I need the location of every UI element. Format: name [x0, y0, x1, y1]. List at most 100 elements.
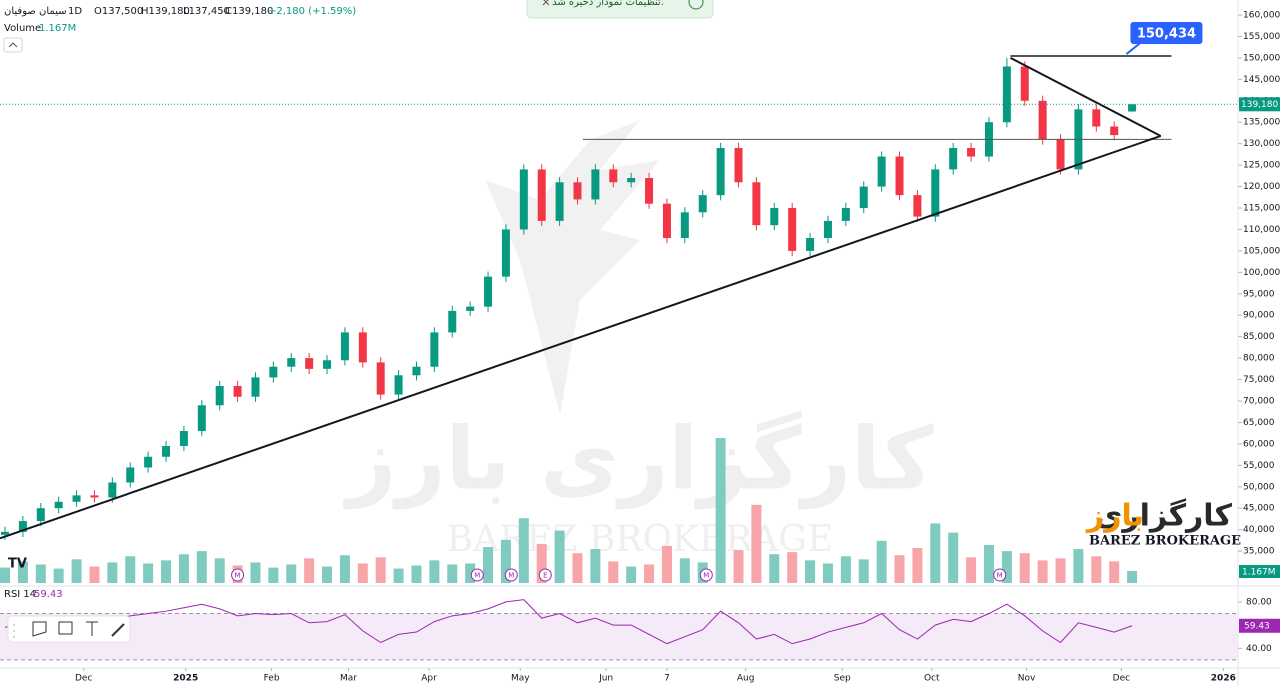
tv-logo: TV [8, 557, 27, 572]
logo-main: کارگزاری [1095, 498, 1233, 534]
y-tick-label: 145,000 [1243, 75, 1280, 85]
volume-bar [679, 558, 690, 583]
candle-body [662, 203, 671, 239]
ohlc-close: C139,180 [225, 6, 273, 17]
candle-body [1056, 139, 1065, 170]
tool-text[interactable] [86, 621, 98, 636]
volume-bar [840, 556, 851, 583]
y-tick-label: 55,000 [1243, 461, 1275, 471]
x-tick-label: Apr [421, 674, 437, 684]
event-label: M [997, 572, 1003, 580]
toast-close[interactable] [542, 0, 550, 6]
event-marker [504, 568, 518, 582]
candle-body [788, 208, 797, 251]
event-label: M [235, 572, 241, 580]
candle-body [573, 182, 582, 200]
x-tick-label: 2025 [173, 674, 198, 684]
y-tick-label: 100,000 [1243, 268, 1280, 278]
volume-bar [822, 563, 833, 583]
x-tick-label: Dec [75, 674, 92, 684]
volume-bar [1019, 553, 1030, 583]
tool-brush[interactable] [111, 623, 125, 637]
tool-callout[interactable] [32, 621, 47, 637]
y-tick-label: 85,000 [1243, 332, 1275, 342]
volume-bar [0, 567, 11, 583]
candle-body [90, 495, 99, 498]
candle-body [1128, 104, 1137, 112]
candle-body [179, 431, 188, 447]
trend-line [0, 135, 1162, 540]
volume-bar [787, 552, 798, 583]
volume-bar [465, 563, 476, 583]
y-tick-label: 115,000 [1243, 204, 1280, 214]
y-tick-label: 40,000 [1243, 525, 1275, 535]
volume-title: Volume [4, 23, 41, 34]
level-callout [1130, 22, 1203, 45]
collapse-button[interactable] [3, 37, 23, 53]
volume-bar [769, 554, 780, 583]
candle-body [269, 366, 278, 378]
candle-body [1038, 100, 1047, 140]
candle-body [466, 306, 475, 311]
x-tick-label: 7 [664, 674, 670, 684]
candle-body [394, 375, 403, 395]
tool-rectangle[interactable] [58, 621, 73, 635]
event-label: M [474, 572, 480, 580]
candle-body [609, 169, 618, 183]
volume-bar [894, 555, 905, 583]
x-tick-label: Feb [264, 674, 280, 684]
volume-bar [930, 523, 941, 583]
volume-bar [125, 556, 136, 583]
x-tick-label: Jun [598, 674, 613, 684]
toast-icon [688, 0, 704, 10]
volume-bar [644, 564, 655, 583]
last-price-tag [1239, 97, 1280, 112]
candle-body [412, 366, 421, 376]
volume-bar [411, 565, 422, 583]
event-marker [538, 568, 552, 582]
volume-bar [483, 547, 494, 583]
x-tick-label: Sep [834, 674, 851, 684]
interval: 1D [68, 6, 82, 17]
y-tick-label: 75,000 [1243, 375, 1275, 385]
y-tick-label: 70,000 [1243, 397, 1275, 407]
volume-value: 1.167M [39, 23, 76, 34]
x-tick-label: Nov [1018, 674, 1036, 684]
rsi-tag-label: 59.43 [1244, 621, 1270, 631]
event-marker [993, 568, 1007, 582]
candle-body [841, 208, 850, 221]
toast[interactable]: تنظیمات نمودار ذخیره شد. [526, 0, 714, 19]
watermark-latin: BAREZ BROKERAGE [447, 519, 834, 560]
tv-mark: TV [8, 557, 27, 572]
candle-body [448, 310, 457, 333]
volume-bar [53, 568, 64, 583]
volume-bar [393, 568, 404, 583]
candle-body [806, 238, 815, 251]
plot: 35,000 40,000 45,000 50,000 55,000 60,000 65,0… [0, 11, 1280, 684]
watermark-emblem [485, 120, 660, 415]
volume-bar [107, 562, 118, 583]
x-tick-label: Aug [737, 674, 755, 684]
candle-body [823, 220, 832, 239]
candle-body [537, 169, 546, 221]
candle-body [967, 147, 976, 157]
volume-bar [161, 560, 172, 583]
volume-bar [608, 561, 619, 583]
volume-bar [286, 564, 297, 583]
volume-bar [178, 554, 189, 583]
brokerage-logo: کارگزاری بارز BAREZ BROKERAGE [1085, 498, 1241, 549]
y-tick-label: 80,000 [1243, 354, 1275, 364]
candle-body [501, 229, 510, 277]
candle-body [287, 358, 296, 367]
ohlc-low: L137,450 [183, 6, 230, 17]
event-marker [470, 568, 484, 582]
x-tick-label: May [511, 674, 530, 684]
candle-body [340, 332, 349, 361]
candle-body [197, 405, 206, 432]
watermark: کارگزاری بارز BAREZ BROKERAGE [343, 120, 934, 560]
candle-body [752, 182, 761, 226]
volume-bar [196, 551, 207, 583]
candle-body [108, 482, 117, 498]
volume-tag-label: 1.167M [1242, 568, 1276, 578]
